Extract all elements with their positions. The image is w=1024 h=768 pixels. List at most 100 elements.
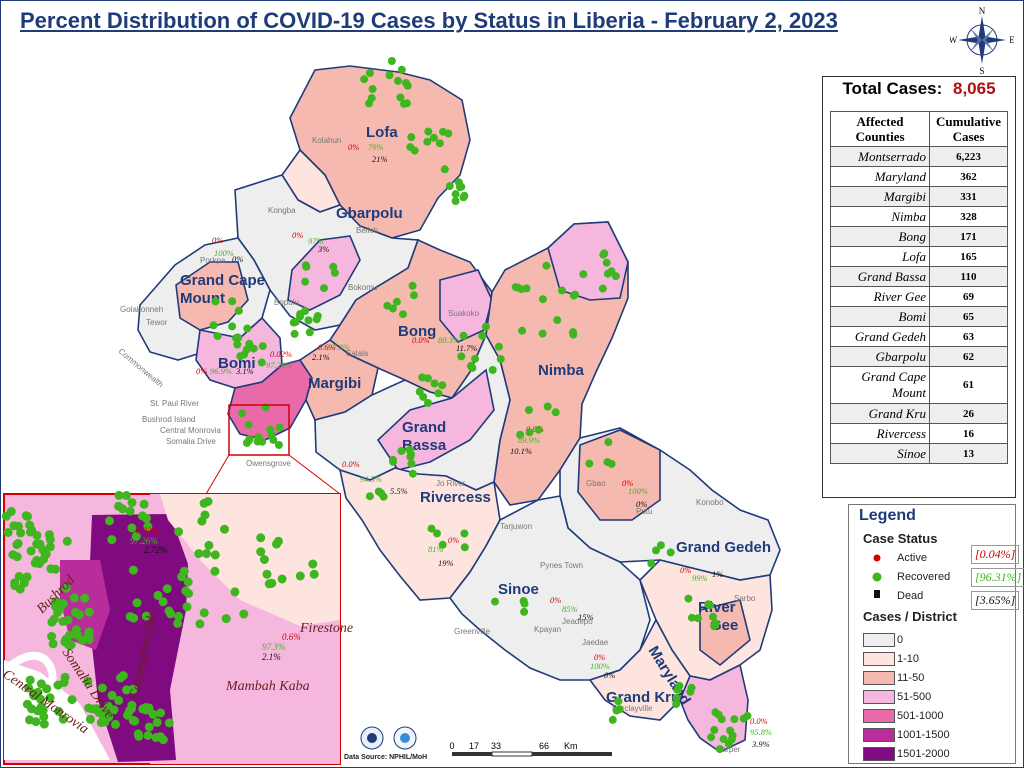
svg-text:Km: Km xyxy=(564,741,578,751)
recovered-case-marker xyxy=(296,572,305,581)
svg-text:5.5%: 5.5% xyxy=(390,486,408,496)
recovered-case-marker xyxy=(116,673,125,682)
legend-class-label: 501-1000 xyxy=(897,710,944,722)
county-name-cell: Grand Gedeh xyxy=(831,327,930,347)
recovered-case-marker xyxy=(80,594,89,603)
county-name-cell: Montserrado xyxy=(831,147,930,167)
recovered-case-marker xyxy=(614,697,622,705)
recovered-case-marker xyxy=(369,85,377,93)
recovered-case-marker xyxy=(452,190,460,198)
recovered-case-marker xyxy=(263,570,272,579)
recovered-case-marker xyxy=(230,587,239,596)
status-montserrado: 0.02%97.26% xyxy=(266,349,292,370)
map-title: Percent Distribution of COVID-19 Cases b… xyxy=(20,8,838,34)
recovered-case-marker xyxy=(20,579,29,588)
svg-text:0.0%: 0.0% xyxy=(750,716,768,726)
recovered-case-marker xyxy=(85,608,94,617)
label-gbarpolu: Gbarpolu xyxy=(336,205,403,222)
total-cases-label: Total Cases: xyxy=(842,79,942,98)
recovered-case-marker xyxy=(126,507,135,516)
svg-text:66: 66 xyxy=(539,741,549,751)
recovered-case-marker xyxy=(32,717,41,726)
svg-text:15%: 15% xyxy=(578,612,594,622)
recovered-case-marker xyxy=(716,745,724,753)
legend-active-pct: [0.04%] xyxy=(971,545,1019,564)
legend-class-swatch xyxy=(863,652,895,666)
svg-text:Owensgrove: Owensgrove xyxy=(246,459,291,468)
recovered-case-marker xyxy=(291,330,299,338)
recovered-case-marker xyxy=(200,608,209,617)
svg-text:21%: 21% xyxy=(372,154,388,164)
recovered-case-marker xyxy=(308,560,317,569)
table-row: Nimba 328 xyxy=(831,207,1008,227)
recovered-case-marker xyxy=(675,682,683,690)
recovered-case-marker xyxy=(495,343,503,351)
svg-text:0%: 0% xyxy=(636,499,647,509)
recovered-case-marker xyxy=(272,540,281,549)
recovered-case-marker xyxy=(579,270,587,278)
recovered-case-marker xyxy=(728,735,736,743)
svg-text:2.1%: 2.1% xyxy=(312,352,330,362)
county-name-cell: Lofa xyxy=(831,247,930,267)
recovered-case-marker xyxy=(53,608,62,617)
nphil-logo-icon xyxy=(361,727,383,749)
recovered-case-marker xyxy=(526,428,534,436)
recovered-case-marker xyxy=(305,316,313,324)
case-count-cell: 362 xyxy=(930,167,1008,187)
county-name-cell: Grand Kru xyxy=(831,404,930,424)
recovered-case-marker xyxy=(278,575,287,584)
recovered-case-marker xyxy=(709,613,717,621)
recovered-case-marker xyxy=(220,525,229,534)
legend-recovered-label: Recovered xyxy=(897,571,950,583)
recovered-case-marker xyxy=(10,581,19,590)
recovered-case-marker xyxy=(667,548,675,556)
recovered-case-marker xyxy=(544,403,552,411)
recovered-case-marker xyxy=(243,325,251,333)
table-row: Sinoe 13 xyxy=(831,444,1008,464)
label-rivercess: Rivercess xyxy=(420,489,491,506)
svg-text:3%: 3% xyxy=(317,244,329,254)
recovered-case-marker xyxy=(140,500,149,509)
legend-status-title: Case Status xyxy=(863,531,937,546)
svg-text:17: 17 xyxy=(469,741,479,751)
recovered-case-marker xyxy=(331,269,339,277)
recovered-case-marker xyxy=(195,619,204,628)
legend-class-label: 1501-2000 xyxy=(897,748,950,760)
recovered-case-marker xyxy=(423,138,431,146)
recovered-case-marker xyxy=(406,453,414,461)
svg-text:Suakoko: Suakoko xyxy=(448,309,480,318)
recovered-case-marker xyxy=(129,566,138,575)
table-row: Grand Bassa 110 xyxy=(831,267,1008,287)
table-row: Gbarpolu 62 xyxy=(831,347,1008,367)
svg-text:3.9%: 3.9% xyxy=(751,739,770,749)
svg-text:19%: 19% xyxy=(438,558,454,568)
recovered-case-marker xyxy=(152,733,161,742)
case-count-cell: 65 xyxy=(930,307,1008,327)
recovered-case-marker xyxy=(296,313,304,321)
recovered-case-marker xyxy=(181,586,190,595)
recovered-case-marker xyxy=(302,261,310,269)
col-county-header: Affected Counties xyxy=(831,112,930,147)
dead-marker-icon xyxy=(874,590,880,598)
recovered-case-marker xyxy=(386,71,394,79)
table-row: Montserrado 6,223 xyxy=(831,147,1008,167)
recovered-case-marker xyxy=(144,731,153,740)
recovered-case-marker xyxy=(523,284,531,292)
recovered-case-marker xyxy=(460,193,468,201)
scale-bar: 0 17 33 66 Km xyxy=(444,738,624,764)
recovered-case-marker xyxy=(377,489,385,497)
recovered-case-marker xyxy=(730,715,738,723)
recovered-case-marker xyxy=(404,82,412,90)
recovered-case-marker xyxy=(608,460,616,468)
table-row: Bong 171 xyxy=(831,227,1008,247)
recovered-case-marker xyxy=(138,511,147,520)
legend-class-label: 51-500 xyxy=(897,691,931,703)
recovered-case-marker xyxy=(276,423,284,431)
recovered-case-marker xyxy=(497,355,505,363)
recovered-case-marker xyxy=(520,608,528,616)
svg-text:0%: 0% xyxy=(448,535,459,545)
recovered-case-marker xyxy=(156,708,165,717)
svg-text:0.0%: 0.0% xyxy=(412,335,430,345)
recovered-case-marker xyxy=(301,278,309,286)
recovered-case-marker xyxy=(68,695,77,704)
